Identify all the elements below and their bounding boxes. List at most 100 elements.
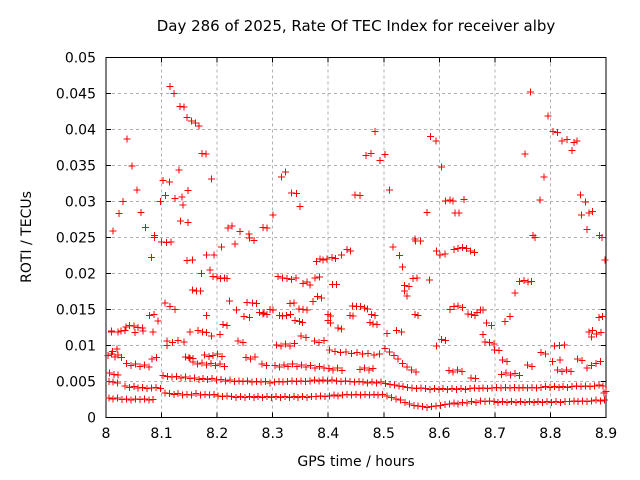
data-point-marker: [334, 324, 342, 332]
data-point-marker: [359, 350, 367, 358]
data-point-marker: [209, 352, 217, 360]
data-point-marker: [218, 243, 226, 251]
data-point-marker: [425, 276, 433, 284]
data-point-marker: [273, 341, 281, 349]
data-point-marker: [195, 375, 203, 383]
data-point-marker: [295, 318, 303, 326]
data-point-marker: [281, 340, 289, 348]
data-point-marker: [325, 346, 333, 354]
data-point-marker: [574, 398, 582, 406]
data-point-marker: [167, 238, 175, 246]
data-point-marker: [565, 398, 573, 406]
data-point-marker: [343, 391, 351, 398]
data-point-marker: [165, 178, 173, 186]
data-point-marker: [533, 384, 541, 392]
data-point-marker: [433, 342, 441, 350]
data-point-marker: [188, 391, 196, 399]
data-point-marker: [174, 390, 182, 398]
data-point-marker: [573, 382, 581, 390]
data-point-marker: [346, 378, 354, 385]
data-point-marker: [444, 385, 452, 393]
data-point-marker: [383, 392, 391, 400]
data-point-marker: [210, 391, 218, 398]
data-point-marker: [394, 355, 402, 363]
data-point-marker: [459, 244, 467, 252]
data-point-marker: [405, 283, 413, 290]
data-point-marker: [127, 362, 135, 370]
data-point-marker: [356, 365, 364, 373]
data-point-marker: [286, 300, 294, 308]
data-point-marker: [233, 306, 241, 314]
data-point-marker: [559, 383, 567, 390]
data-point-marker: [123, 135, 131, 143]
data-point-marker: [175, 166, 183, 174]
data-point-marker: [350, 378, 358, 386]
data-point-marker: [270, 378, 278, 386]
data-point-marker: [148, 384, 156, 392]
data-point-marker: [556, 398, 564, 406]
data-point-marker: [198, 149, 206, 157]
data-point-marker: [263, 224, 271, 232]
data-point-marker: [578, 357, 586, 365]
data-point-marker: [312, 393, 320, 401]
data-point-marker: [436, 401, 444, 409]
data-point-marker: [586, 383, 594, 390]
data-point-marker: [436, 251, 444, 259]
data-point-marker: [371, 128, 379, 136]
data-point-marker: [194, 326, 202, 334]
data-point-marker: [485, 397, 493, 405]
data-point-marker: [601, 256, 609, 264]
data-point-marker: [554, 128, 562, 136]
data-point-marker: [445, 367, 453, 375]
data-point-marker: [432, 402, 440, 410]
data-point-marker: [239, 378, 247, 385]
data-point-marker: [289, 360, 297, 368]
data-point-marker: [171, 195, 179, 203]
data-point-marker: [251, 353, 259, 361]
data-point-marker: [181, 373, 189, 381]
data-point-marker: [114, 328, 122, 336]
data-point-marker: [288, 377, 296, 385]
data-point-marker: [299, 319, 307, 326]
data-point-marker: [328, 254, 336, 262]
data-point-marker: [531, 234, 539, 241]
data-point-marker: [585, 328, 593, 336]
data-point-marker: [257, 378, 265, 386]
data-point-marker: [430, 385, 438, 393]
data-point-marker: [438, 336, 446, 344]
data-point-marker: [150, 311, 158, 318]
data-point-marker: [570, 139, 578, 146]
data-point-marker: [552, 398, 560, 406]
data-point-marker: [131, 360, 139, 368]
data-point-marker: [409, 275, 417, 282]
data-point-marker: [377, 378, 385, 386]
data-point-marker: [174, 337, 182, 344]
data-point-marker: [426, 385, 434, 393]
data-point-marker: [196, 287, 204, 295]
data-point-marker: [249, 299, 257, 307]
data-point-marker: [550, 383, 558, 390]
data-point-marker: [180, 103, 188, 111]
data-point-marker: [376, 157, 384, 164]
data-point-marker: [579, 397, 587, 405]
data-point-marker: [163, 239, 171, 246]
data-point-marker: [448, 385, 456, 393]
data-point-marker: [403, 363, 411, 371]
plot-area: 8 8.1 8.2 8.3 8.4 8.5 8.6 8.7 8.8 8.9 0 0.005 0.01 0.…: [56, 51, 617, 443]
data-point-marker: [128, 162, 136, 170]
data-point-marker: [485, 339, 493, 347]
data-point-marker: [283, 311, 291, 319]
data-point-marker: [364, 349, 372, 357]
data-point-marker: [558, 137, 566, 145]
data-point-marker: [590, 382, 598, 390]
data-point-marker: [446, 306, 454, 313]
data-point-marker: [506, 313, 514, 321]
x-tick-label: 8.5: [373, 426, 395, 442]
data-point-marker: [439, 385, 447, 393]
data-point-marker: [272, 393, 280, 401]
data-point-marker: [550, 342, 558, 350]
data-point-marker: [158, 238, 166, 246]
data-point-marker: [515, 277, 523, 285]
data-point-marker: [479, 384, 487, 392]
